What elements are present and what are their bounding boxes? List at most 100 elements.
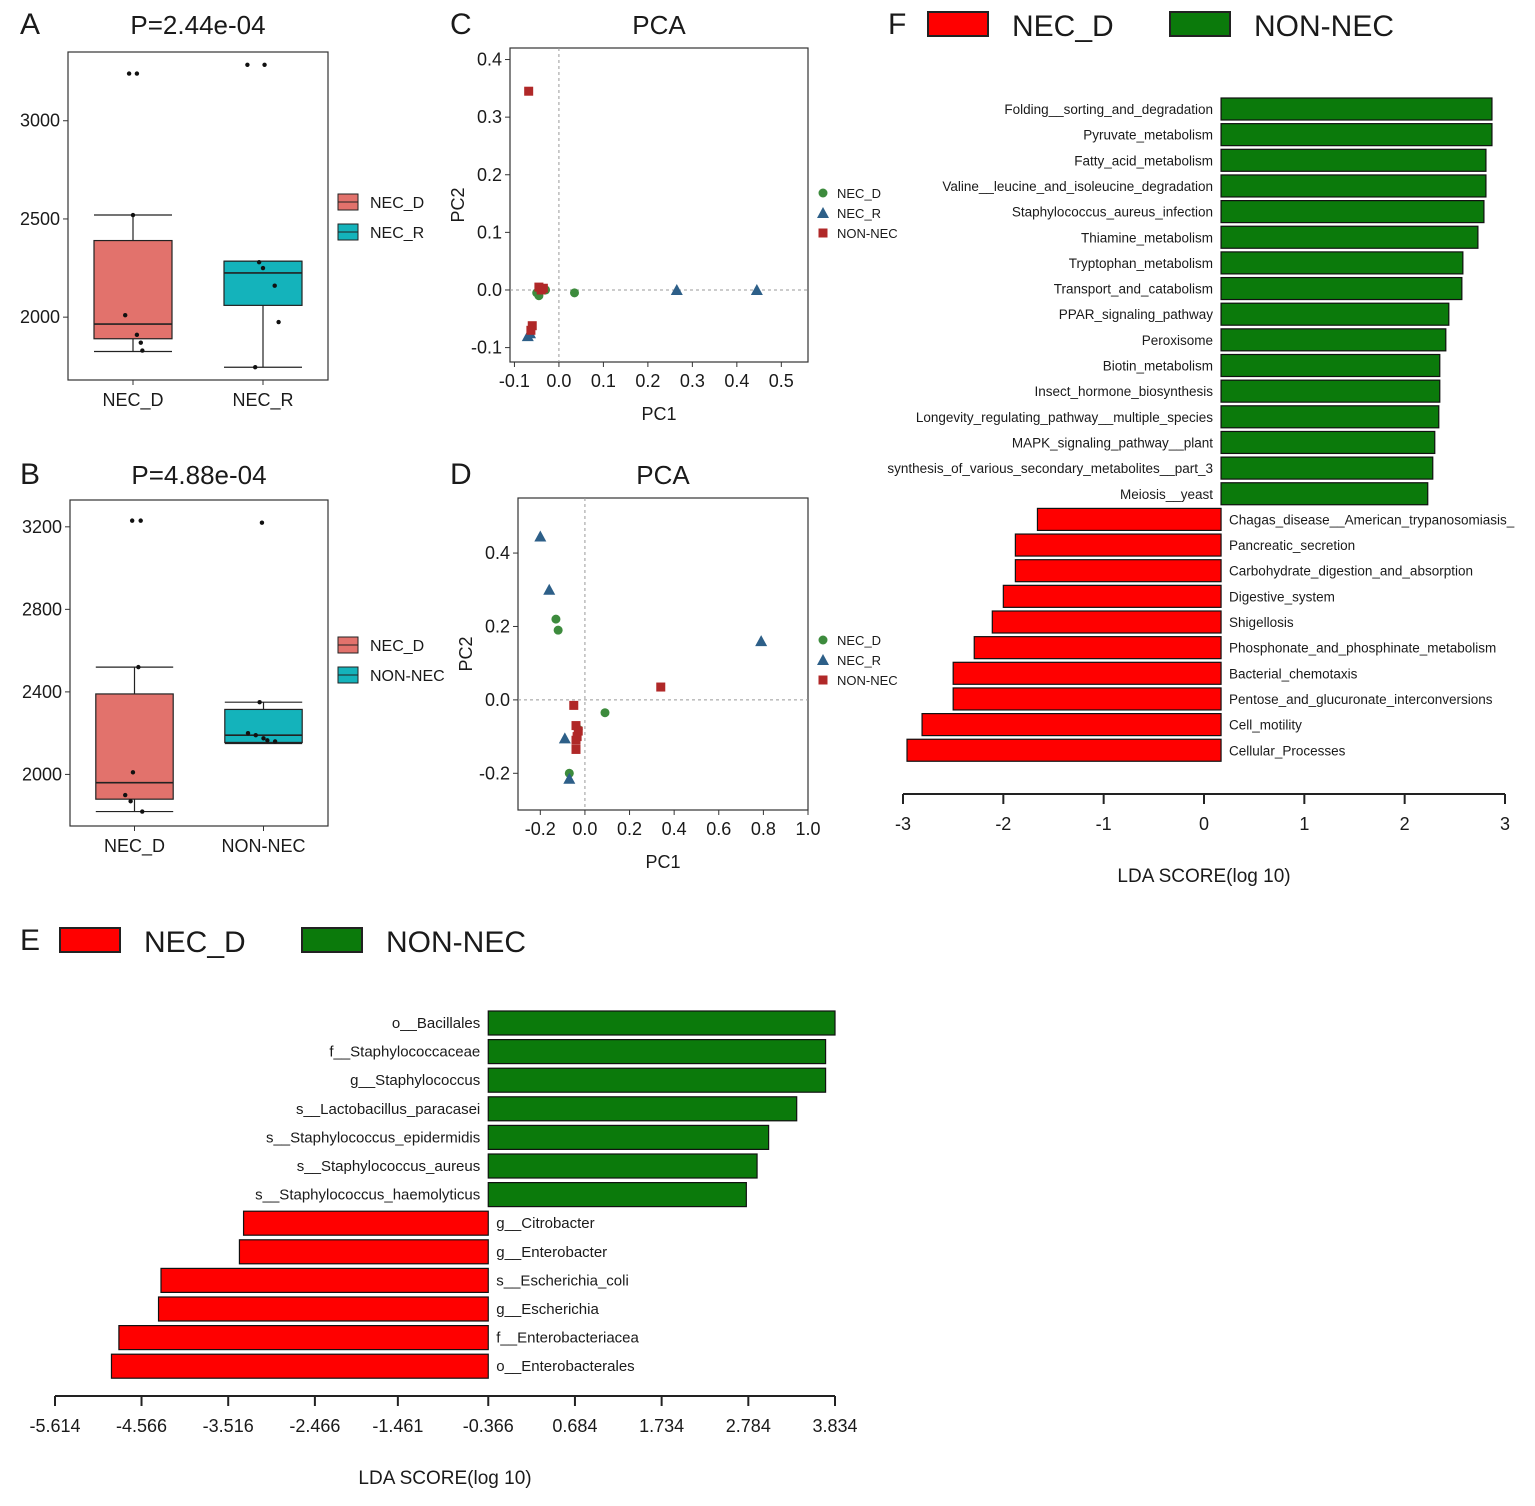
x-tick-label: -4.566 [116,1416,167,1436]
point-NON-NEC [527,321,537,331]
lda-bar [1220,225,1479,249]
lda-bar-label: Fatty_acid_metabolism [1074,153,1213,168]
data-point [259,520,265,525]
x-tick-label: 0.8 [751,819,776,839]
data-point [265,738,270,743]
lda-bar [921,712,1222,737]
panel-title: PCA [636,460,690,490]
data-point [261,736,266,741]
lda-bar-label: Pentose_and_glucuronate_interconversions [1229,692,1493,707]
lda-bar [1220,353,1441,378]
point-NON-NEC [571,721,581,731]
x-tick-label: 2.784 [726,1416,771,1436]
point-NON-NEC [818,228,828,238]
legend-label: NON-NEC [370,668,445,685]
data-point [126,71,132,76]
lda-bar [1220,276,1463,301]
lda-bar [1036,507,1222,531]
data-point [134,332,140,338]
lda-bar-label: Shigellosis [1229,615,1294,630]
lda-bar [1220,97,1493,121]
point-NEC_D [551,614,561,624]
point-NON-NEC [571,735,581,745]
legend-swatch [1169,11,1231,37]
data-point [128,799,133,804]
x-tick-label: 0.1 [591,371,616,391]
point-NON-NEC [538,283,548,293]
x-tick-label: NEC_R [232,390,293,411]
lda-bar [1220,174,1487,198]
data-point [260,265,266,271]
point-NEC_R [558,732,571,744]
lda-bar-label: Thiamine_metabolism [1081,230,1213,245]
x-tick-label: -3 [895,814,911,834]
legend-label: NON-NEC [837,226,898,241]
data-point [123,312,128,318]
y-tick-label: -0.2 [479,763,510,783]
box-NEC_D [95,693,174,800]
legend-label: NON-NEC [837,673,898,688]
x-tick-label: 0.2 [635,371,660,391]
x-tick-label: 0.2 [617,819,642,839]
lda-bar-label: Peroxisome [1142,333,1213,348]
y-tick-label: 0.0 [477,280,502,300]
x-tick-label: 1.0 [795,819,820,839]
point-NON-NEC [573,726,583,736]
panel-letter: C [450,8,472,41]
lda-bar-label: Bacterial_chemotaxis [1229,666,1358,681]
x-tick-label: 0.3 [680,371,705,391]
x-tick-label: 0.0 [546,371,571,391]
y-tick-label: 2000 [20,307,60,327]
y-axis-label: PC2 [456,636,476,671]
x-tick-label: -3.516 [203,1416,254,1436]
lda-bar [110,1353,489,1379]
lda-bar [1220,200,1485,224]
x-tick-label: 0.684 [552,1416,597,1436]
legend-swatch [301,927,363,953]
lda-bar [1220,405,1440,429]
lda-bar-label: Meiosis__yeast [1120,487,1213,502]
point-NON-NEC [524,86,534,96]
x-tick-label: -1.461 [372,1416,423,1436]
legend-label: NEC_D [837,186,881,201]
point-NON-NEC [656,682,666,692]
panel-c-pca: C PCA -0.1 0.0 0.1 0.2 0.3 0.4 0.5 0.4 0.3 0.2 0.1 0.… [448,8,898,424]
point-NON-NEC [571,744,581,754]
legend-label: NEC_D [1012,10,1114,43]
legend-swatch [59,927,121,953]
lda-bar [1220,302,1450,326]
y-tick-label: 0.2 [477,165,502,185]
data-point [257,700,262,705]
lda-bar [1220,430,1436,455]
lda-bar [118,1324,489,1351]
lda-bar-label: g__Enterobacter [496,1244,607,1261]
plot-frame [67,51,329,381]
data-point [138,340,143,345]
point-NEC_R [817,207,829,218]
lda-bar-label: Cell_motility [1229,718,1302,733]
lda-bar-label: g__Staphylococcus [350,1072,480,1089]
lda-bar-label: Staphylococcus_aureus_infection [1012,205,1213,220]
legend-swatch [927,11,989,37]
x-tick-label: -0.366 [463,1416,514,1436]
data-point [136,664,141,670]
y-tick-label: 2800 [22,599,62,619]
x-tick-label: 0.6 [706,819,731,839]
panel-letter: D [450,458,472,491]
box-NEC_D [93,239,173,340]
lda-bar-label: Tryptophan_metabolism [1069,256,1213,271]
lda-bar [487,1067,827,1093]
x-tick-label: 0.0 [572,819,597,839]
lda-bar-label: Longevity_regulating_pathway__multiple_s… [916,410,1213,425]
point-NEC_R [534,530,547,542]
lda-bar-label: MAPK_signaling_pathway__plant [1012,435,1213,450]
point-NEC_R [750,283,763,295]
point-NON-NEC [569,700,579,710]
panel-b-boxplot: B P=4.88e-04 2000 2400 2800 3200 NEC_D NON-NEC N… [20,458,445,857]
lda-bar [1220,123,1493,147]
data-point [272,283,277,288]
panel-title: P=2.44e-04 [130,10,265,40]
data-point [140,348,145,353]
legend-label: NEC_D [370,638,424,655]
plot-frame [509,47,809,363]
